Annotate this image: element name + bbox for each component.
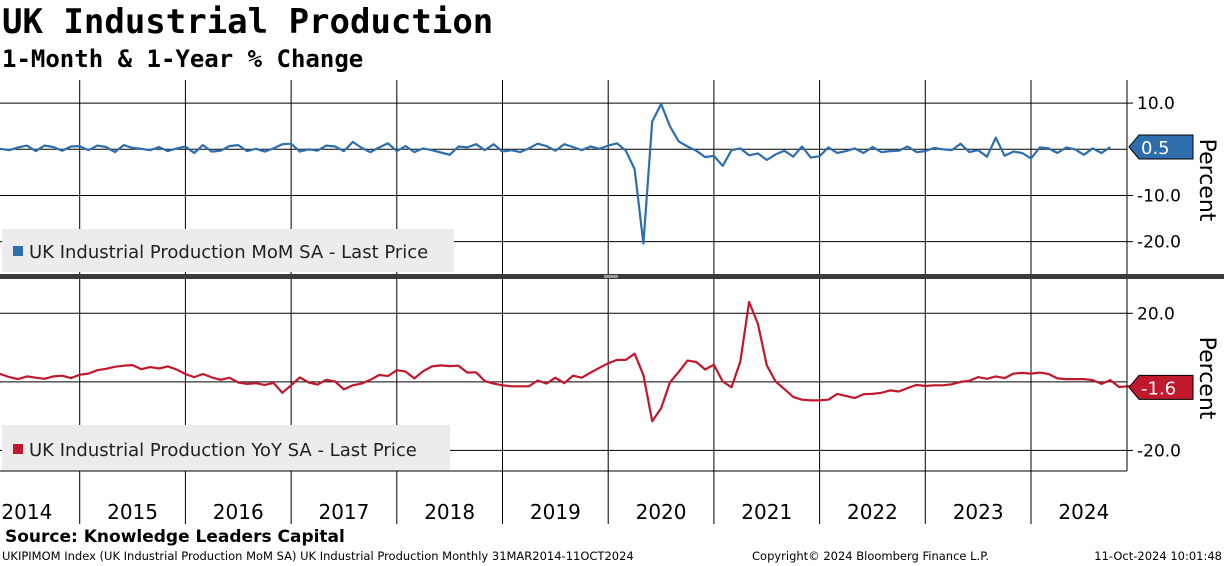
x-tick-label: 2018 xyxy=(424,500,475,524)
x-tick-label: 2022 xyxy=(847,500,898,524)
x-tick-label: 2017 xyxy=(318,500,369,524)
bottom-legend-swatch xyxy=(13,444,23,454)
x-tick-label: 2023 xyxy=(953,500,1004,524)
x-tick-label: 2024 xyxy=(1058,500,1109,524)
top-y-tick-label: 10.0 xyxy=(1137,94,1175,114)
bottom-panel: UK Industrial Production YoY SA - Last P… xyxy=(0,279,1137,471)
top-panel: UK Industrial Production MoM SA - Last P… xyxy=(0,80,1127,274)
bottom-legend-box xyxy=(2,425,450,471)
bottom-legend-label: UK Industrial Production YoY SA - Last P… xyxy=(29,440,417,461)
footer-timestamp: 11-Oct-2024 10:01:48 xyxy=(1094,549,1222,563)
top-y-axis-title: Percent xyxy=(1194,139,1219,222)
x-tick-label: 2021 xyxy=(741,500,792,524)
bottom-y-tick-label: 20.0 xyxy=(1137,304,1175,324)
x-tick-label: 2020 xyxy=(636,500,687,524)
bottom-y-axis-title: Percent xyxy=(1194,337,1219,420)
top-legend-swatch xyxy=(13,246,23,256)
x-tick-label: 2014 xyxy=(1,500,52,524)
source-label: Source: Knowledge Leaders Capital xyxy=(5,527,345,547)
bottom-y-tick-label: -20.0 xyxy=(1137,441,1181,461)
x-tick-label: 2019 xyxy=(530,500,581,524)
top-legend-box xyxy=(2,229,454,272)
footer-ticker: UKIPIMOM Index (UK Industrial Production… xyxy=(2,549,634,563)
bottom-last-value-marker xyxy=(1128,374,1194,400)
top-last-value-marker xyxy=(1128,134,1194,160)
top-last-value-label: 0.5 xyxy=(1141,138,1170,159)
bottom-series-line xyxy=(0,300,1137,423)
x-tick-label: 2016 xyxy=(213,500,264,524)
chart-title: UK Industrial Production xyxy=(2,2,494,42)
top-y-tick-label: -10.0 xyxy=(1137,186,1181,206)
x-axis: 2014 2015 2016 2017 2018 2019 2020 2021 2022 2023… xyxy=(1,471,1109,524)
chart-subtitle: 1-Month & 1-Year % Change xyxy=(2,45,364,73)
top-legend-label: UK Industrial Production MoM SA - Last P… xyxy=(29,242,428,263)
top-series-line xyxy=(0,102,1111,245)
panel-divider-handle[interactable] xyxy=(604,275,618,278)
top-y-tick-label: -20.0 xyxy=(1137,233,1181,253)
chart-area: UK Industrial Production MoM SA - Last P… xyxy=(0,80,1224,524)
bottom-last-value-label: -1.6 xyxy=(1141,378,1176,399)
x-tick-label: 2015 xyxy=(107,500,158,524)
footer-copyright: Copyright© 2024 Bloomberg Finance L.P. xyxy=(752,549,989,563)
